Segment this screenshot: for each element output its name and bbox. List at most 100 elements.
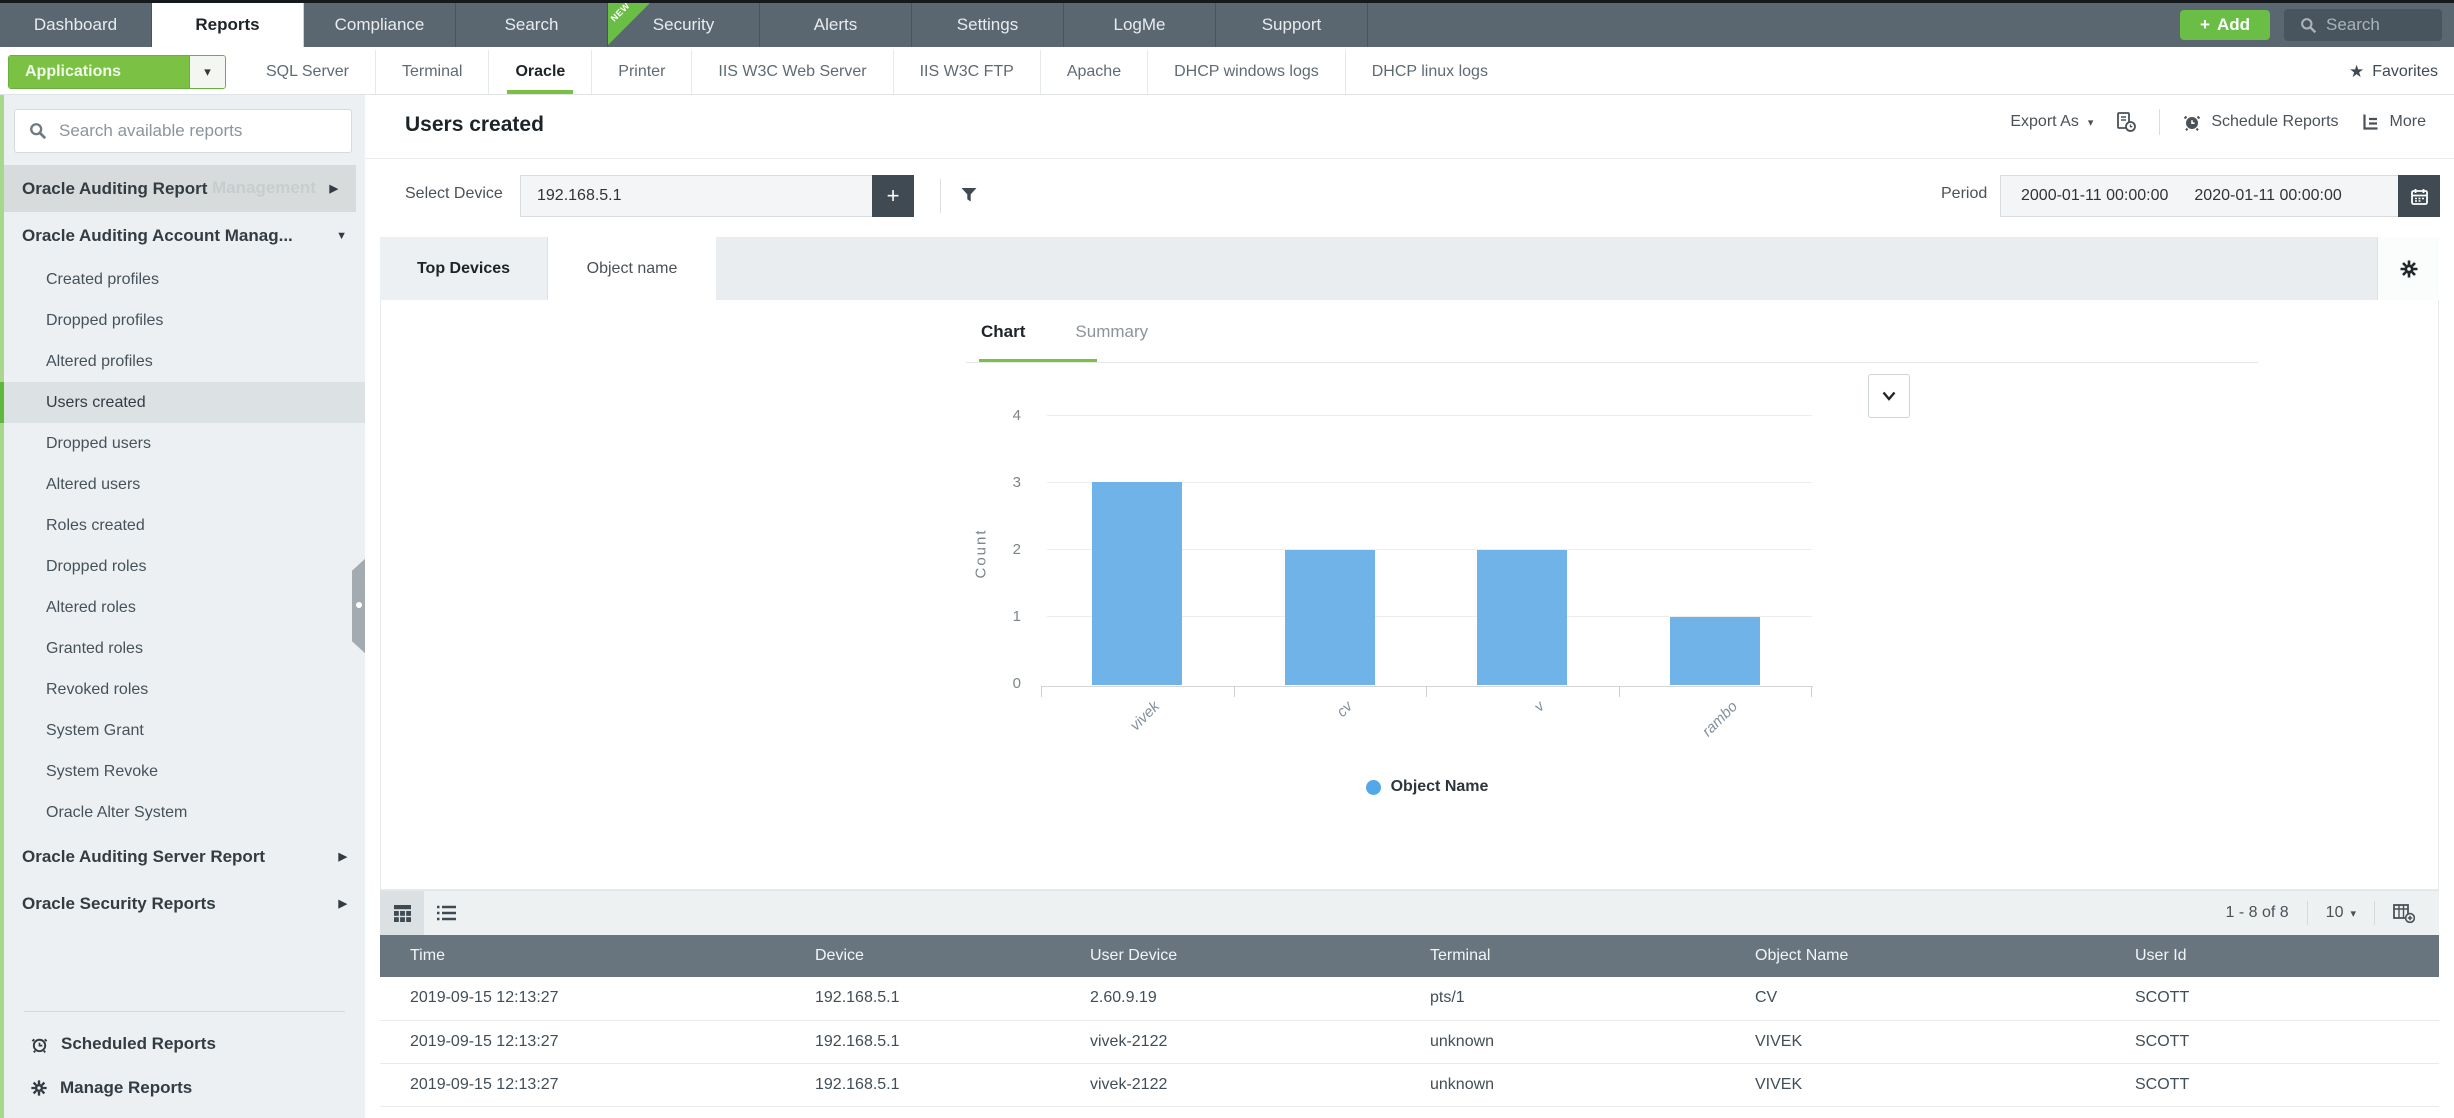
add-button[interactable]: + Add — [2180, 10, 2270, 40]
sidebar-item-oracle-alter-system[interactable]: Oracle Alter System — [4, 792, 365, 833]
results-table: Time Device User Device Terminal Object … — [380, 935, 2439, 1107]
group-oracle-auditing-report[interactable]: Oracle Auditing Report Management ▶ — [4, 165, 356, 212]
nav-alerts-label: Alerts — [813, 15, 858, 34]
cell-object-name: VIVEK — [1745, 1063, 2125, 1107]
cell-terminal: unknown — [1420, 1063, 1745, 1107]
nav-security[interactable]: NEW Security — [608, 3, 760, 47]
tab-terminal[interactable]: Terminal — [376, 50, 490, 94]
page-size-selector[interactable]: 10 ▾ — [2326, 904, 2356, 922]
alarm-icon — [31, 1038, 48, 1053]
list-view-button[interactable] — [424, 891, 468, 936]
filter-button[interactable] — [960, 186, 978, 204]
legend-marker — [1365, 779, 1381, 795]
sidebar-item-roles-created[interactable]: Roles created — [4, 505, 365, 546]
chart-settings-button[interactable] — [2377, 237, 2439, 300]
tab-iis-w3c-ftp[interactable]: IIS W3C FTP — [894, 50, 1041, 94]
column-settings-button[interactable] — [2393, 903, 2415, 923]
y-tick-1: 1 — [1012, 608, 1021, 625]
chart-options-dropdown[interactable] — [1868, 374, 1910, 418]
tab-iis-w3c-web-server[interactable]: IIS W3C Web Server — [692, 50, 894, 94]
period-input[interactable]: 2000-01-11 00:00:00 2020-01-11 00:00:00 — [2000, 175, 2398, 217]
sidebar-collapse-handle[interactable] — [352, 557, 367, 655]
device-input[interactable]: 192.168.5.1 — [520, 175, 872, 217]
export-history-button[interactable] — [2115, 111, 2137, 133]
bar-vivek[interactable] — [1092, 481, 1182, 685]
table-row[interactable]: 2019-09-15 12:13:27 192.168.5.1 vivek-21… — [380, 1063, 2439, 1107]
sidebar-item-users-created[interactable]: Users created — [0, 382, 365, 423]
column-header-user-id[interactable]: User Id — [2125, 935, 2439, 977]
applications-dropdown[interactable]: Applications ▾ — [8, 55, 226, 89]
more-reports-icon — [2362, 114, 2378, 130]
column-header-user-device[interactable]: User Device — [1080, 935, 1420, 977]
group-label: Oracle Auditing Report — [22, 178, 208, 198]
report-header: Users created Export As ▾ Schedule Repor… — [365, 95, 2454, 159]
tab-dhcp-windows-logs[interactable]: DHCP windows logs — [1148, 50, 1346, 94]
group-oracle-auditing-account-management[interactable]: Oracle Auditing Account Manag... ▼ — [4, 212, 365, 259]
group-oracle-auditing-server-report[interactable]: Oracle Auditing Server Report ▶ — [4, 833, 365, 880]
sidebar-item-altered-profiles[interactable]: Altered profiles — [4, 341, 365, 382]
tab-apache[interactable]: Apache — [1041, 50, 1149, 94]
tab-summary[interactable]: Summary — [1075, 322, 1149, 341]
gridline — [1047, 549, 1812, 550]
tab-printer[interactable]: Printer — [592, 50, 693, 94]
bar-v[interactable] — [1477, 549, 1567, 685]
scheduled-reports-button[interactable]: Scheduled Reports — [4, 1022, 365, 1066]
nav-search[interactable]: Search — [456, 3, 608, 47]
column-header-object-name[interactable]: Object Name — [1745, 935, 2125, 977]
search-icon — [30, 123, 47, 140]
global-search-box[interactable]: Search — [2284, 9, 2442, 41]
cell-user-device: 2.60.9.19 — [1080, 977, 1420, 1021]
nav-logme[interactable]: LogMe — [1064, 3, 1216, 47]
cell-time: 2019-09-15 12:13:27 — [380, 1063, 805, 1107]
filter-icon — [961, 188, 977, 202]
bar-rambo[interactable] — [1670, 617, 1760, 685]
sidebar-item-created-profiles[interactable]: Created profiles — [4, 259, 365, 300]
sidebar-search-input[interactable] — [59, 121, 319, 141]
sidebar-item-dropped-roles[interactable]: Dropped roles — [4, 546, 365, 587]
column-header-device[interactable]: Device — [805, 935, 1080, 977]
tab-dhcp-linux-logs[interactable]: DHCP linux logs — [1346, 50, 1514, 94]
chart-legend: Object Name — [1041, 778, 1813, 796]
period-to-value: 2020-01-11 00:00:00 — [2194, 187, 2342, 204]
sidebar-item-system-grant[interactable]: System Grant — [4, 710, 365, 751]
nav-alerts[interactable]: Alerts — [760, 3, 912, 47]
column-header-time[interactable]: Time — [380, 935, 805, 977]
manage-reports-button[interactable]: Manage Reports — [4, 1066, 365, 1110]
sidebar-item-altered-users[interactable]: Altered users — [4, 464, 365, 505]
sidebar-item-dropped-profiles[interactable]: Dropped profiles — [4, 300, 365, 341]
export-as-label: Export As — [2010, 113, 2079, 130]
add-device-button[interactable]: + — [872, 175, 914, 217]
group-oracle-security-reports[interactable]: Oracle Security Reports ▶ — [4, 880, 365, 927]
favorites-button[interactable]: ★ Favorites — [2349, 62, 2454, 82]
column-header-terminal[interactable]: Terminal — [1420, 935, 1745, 977]
sidebar-item-dropped-users[interactable]: Dropped users — [4, 423, 365, 464]
nav-settings[interactable]: Settings — [912, 3, 1064, 47]
tab-chart[interactable]: Chart — [981, 322, 1026, 341]
sidebar-item-system-revoke[interactable]: System Revoke — [4, 751, 365, 792]
tab-top-devices[interactable]: Top Devices — [380, 237, 548, 300]
tab-oracle[interactable]: Oracle — [489, 50, 593, 94]
table-row[interactable]: 2019-09-15 12:13:27 192.168.5.1 vivek-21… — [380, 1020, 2439, 1064]
table-pagination: 1 - 8 of 8 10 ▾ — [2226, 901, 2439, 925]
sidebar-item-revoked-roles[interactable]: Revoked roles — [4, 669, 365, 710]
table-row[interactable]: 2019-09-15 12:13:27 192.168.5.1 2.60.9.1… — [380, 977, 2439, 1021]
grid-view-button[interactable] — [380, 890, 424, 936]
sidebar-item-altered-roles[interactable]: Altered roles — [4, 587, 365, 628]
schedule-reports-button[interactable]: Schedule Reports — [2182, 112, 2339, 132]
nav-compliance-label: Compliance — [334, 15, 425, 34]
export-as-button[interactable]: Export As ▾ — [2010, 113, 2093, 131]
tab-dhcp-windows-logs-label: DHCP windows logs — [1174, 63, 1319, 80]
item-label: System Grant — [46, 721, 144, 739]
sidebar-item-granted-roles[interactable]: Granted roles — [4, 628, 365, 669]
more-button[interactable]: More — [2361, 112, 2426, 132]
more-label: More — [2389, 113, 2426, 130]
nav-compliance[interactable]: Compliance — [304, 3, 456, 47]
nav-support[interactable]: Support — [1216, 3, 1368, 47]
tab-sql-server[interactable]: SQL Server — [240, 50, 376, 94]
calendar-button[interactable] — [2398, 175, 2440, 217]
nav-dashboard[interactable]: Dashboard — [0, 3, 152, 47]
tab-object-name[interactable]: Object name — [548, 237, 716, 300]
nav-reports[interactable]: Reports — [152, 3, 304, 47]
bar-cv[interactable] — [1285, 549, 1375, 685]
cell-device: 192.168.5.1 — [805, 977, 1080, 1021]
